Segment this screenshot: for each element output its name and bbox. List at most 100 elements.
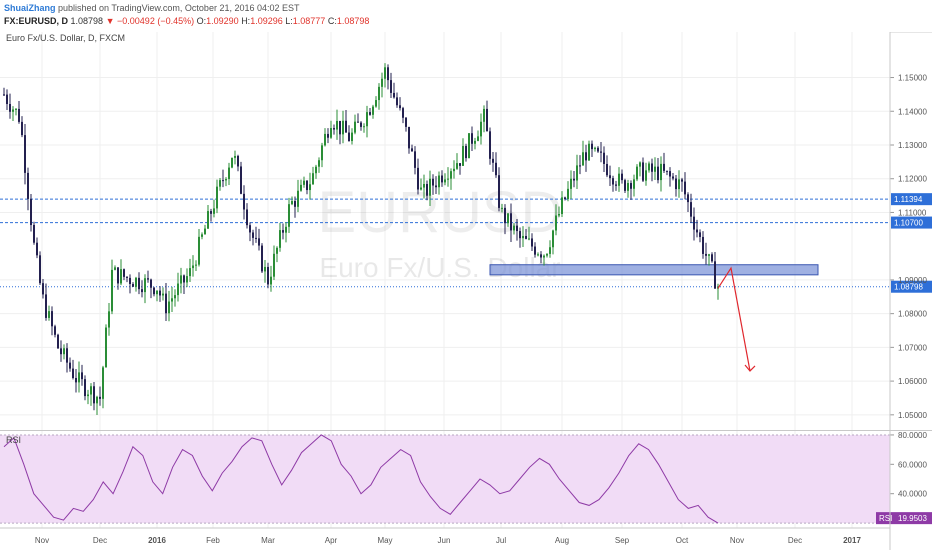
- candle-body: [471, 133, 473, 144]
- level-price-label: 1.11394: [894, 195, 923, 204]
- candle-body: [642, 162, 644, 181]
- candle-body: [426, 184, 428, 196]
- level-price-tag: [891, 193, 932, 206]
- candle-body: [273, 253, 275, 277]
- candle-body: [207, 211, 209, 229]
- candle-body: [558, 214, 560, 216]
- candle-body: [120, 269, 122, 284]
- candle-body: [219, 180, 221, 187]
- candle-body: [228, 167, 230, 180]
- candle-body: [279, 230, 281, 248]
- candle-body: [408, 126, 410, 149]
- candle-body: [585, 152, 587, 161]
- candle-body: [66, 348, 68, 363]
- candle-body: [675, 178, 677, 190]
- candle-body: [468, 133, 470, 159]
- time-tick-label: Sep: [615, 536, 630, 545]
- rsi-value-name: RSI: [879, 514, 892, 523]
- candle-body: [225, 179, 227, 181]
- price-tick-label: 1.15000: [898, 74, 927, 83]
- horizontal-levels[interactable]: 1.11394 1.10700 1.08798: [0, 193, 932, 293]
- candle-body: [174, 295, 176, 299]
- candle-body: [630, 183, 632, 189]
- level-price-tag: [891, 280, 932, 293]
- price-tick-label: 1.07000: [898, 343, 927, 352]
- candle-body: [369, 112, 371, 115]
- time-tick-label: Oct: [676, 536, 689, 545]
- candle-body: [288, 204, 290, 227]
- rsi-band: [0, 434, 890, 524]
- high-value: 1.09296: [250, 16, 283, 26]
- candle-body: [189, 268, 191, 277]
- candle-body: [519, 231, 521, 239]
- rsi-pane[interactable]: 80.0000 60.0000 40.0000 RSI 19.9503: [0, 431, 932, 525]
- candle-body: [105, 327, 107, 368]
- candle-body: [552, 230, 554, 248]
- candle-body: [216, 186, 218, 209]
- level-price-label: 1.08798: [894, 283, 923, 292]
- candle-body: [54, 326, 56, 335]
- candle-body: [357, 121, 359, 123]
- candle-body: [162, 293, 164, 296]
- candle-body: [399, 105, 401, 109]
- candle-body: [39, 255, 41, 284]
- candle-body: [672, 176, 674, 179]
- candle-body: [705, 253, 707, 256]
- candles: [3, 63, 719, 416]
- support-zone[interactable]: [489, 264, 819, 276]
- candle-body: [96, 396, 98, 404]
- level-price-tag: [891, 216, 932, 229]
- candle-body: [210, 211, 212, 214]
- pane-divider[interactable]: [0, 430, 932, 431]
- candle-body: [570, 178, 572, 189]
- candle-body: [480, 121, 482, 137]
- candle-body: [141, 289, 143, 293]
- candle-body: [51, 311, 53, 327]
- candle-body: [603, 152, 605, 164]
- candle-body: [240, 166, 242, 194]
- candle-body: [486, 108, 488, 132]
- price-axis[interactable]: 1.15000 1.14000 1.13000 1.12000 1.11000 1.090…: [890, 74, 927, 420]
- price-tick-label: 1.08000: [898, 310, 927, 319]
- time-axis[interactable]: [0, 528, 890, 550]
- rsi-line: [3, 434, 719, 524]
- high-label: H:: [241, 16, 251, 26]
- candle-body: [108, 311, 110, 328]
- candle-body: [378, 86, 380, 101]
- chart-header: ShuaiZhang published on TradingView.com,…: [0, 0, 932, 33]
- time-axis-labels: Nov Dec 2016 Feb Mar Apr May Jun Jul Aug Sep Oct Nov…: [35, 536, 862, 545]
- time-tick-label: Mar: [261, 536, 275, 545]
- candle-body: [465, 145, 467, 159]
- candle-body: [78, 372, 80, 383]
- price-pane[interactable]: [0, 32, 890, 430]
- candle-body: [693, 216, 695, 230]
- candle-body: [234, 155, 236, 158]
- chart-canvas[interactable]: EURUSD Euro Fx/U.S. Dollar Euro Fx/U.S. …: [0, 32, 932, 550]
- candle-body: [564, 197, 566, 200]
- candle-body: [492, 158, 494, 163]
- published-text: published on TradingView.com, October 21…: [58, 3, 300, 13]
- time-tick-label: 2016: [148, 536, 166, 545]
- candle-body: [390, 80, 392, 93]
- candle-body: [489, 131, 491, 159]
- candle-body: [657, 166, 659, 181]
- candle-body: [6, 94, 8, 105]
- candle-body: [324, 133, 326, 146]
- candle-body: [633, 179, 635, 189]
- candle-body: [462, 145, 464, 166]
- candle-body: [588, 143, 590, 161]
- candle-body: [345, 120, 347, 133]
- candle-body: [267, 266, 269, 285]
- candle-body: [144, 278, 146, 293]
- last-price: 1.08798: [70, 16, 104, 26]
- author-link[interactable]: ShuaiZhang: [4, 3, 56, 13]
- candle-body: [555, 215, 557, 231]
- candle-body: [99, 396, 101, 399]
- candle-body: [153, 287, 155, 295]
- candle-body: [84, 379, 86, 397]
- candle-body: [537, 254, 539, 256]
- projection-arrow[interactable]: [717, 266, 756, 372]
- open-value: 1.09290: [206, 16, 239, 26]
- candle-body: [126, 276, 128, 278]
- candle-body: [624, 180, 626, 191]
